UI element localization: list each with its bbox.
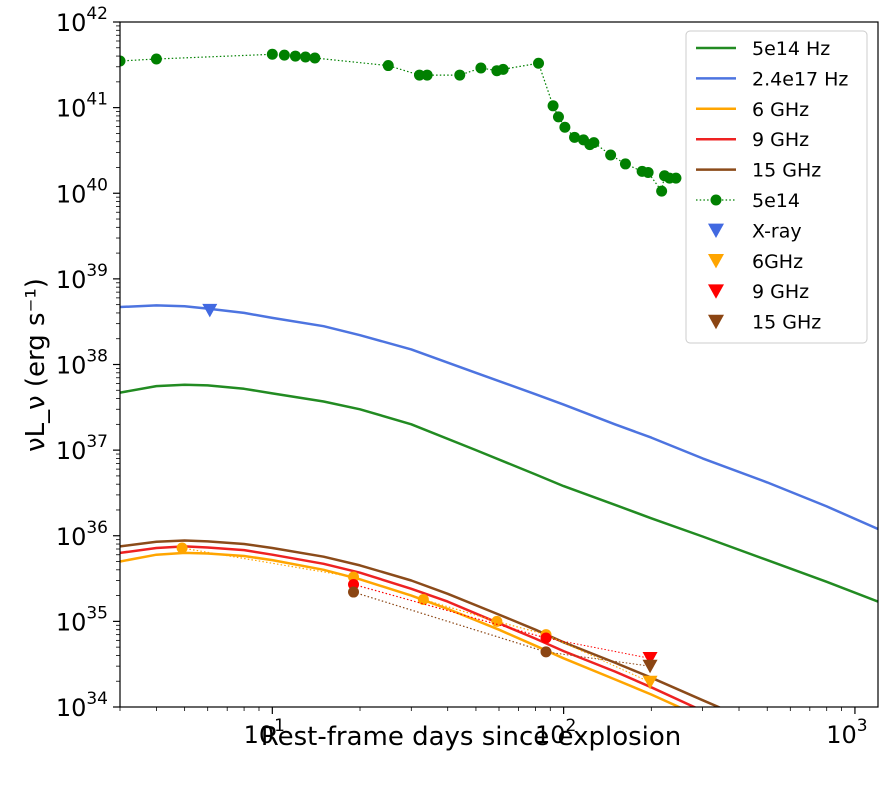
data-point-9ghz [348,578,360,590]
data-point-5e14 [559,121,571,133]
legend-label-5e14: 5e14 [752,190,800,212]
y-axis-label: νL_ν (erg s⁻¹) [21,278,51,452]
legend-label-x-ray: X-ray [752,220,802,242]
model-curve-5e14-hz [120,383,878,603]
upper-limit-x-ray [202,303,218,318]
data-point-5e14 [656,185,668,197]
data-point-6ghz [491,615,503,627]
legend-label-6-ghz: 6 GHz [752,99,809,121]
legend-swatch-marker-5e14 [710,194,722,206]
data-point-5e14 [475,62,487,74]
legend-swatch-15-ghz [708,314,724,330]
legend: 5e14 Hz 2.4e17 Hz 6 GHz 9 GHz 15 GHz 5e14 X-ra… [685,30,868,344]
legend-label-6ghz: 6GHz [752,251,803,273]
data-point-15ghz [348,586,360,598]
legend-label-9-ghz: 9 GHz [752,129,809,151]
y-tick-label: 1041 [56,90,108,123]
data-point-6ghz [176,542,188,554]
y-tick-label: 1039 [56,261,108,294]
data-point-5e14 [120,55,126,67]
data-point-5e14 [413,69,425,81]
legend-label-2-4e17-hz: 2.4e17 Hz [752,68,848,90]
legend-swatch-9-ghz [708,284,724,299]
observed-line-15ghz [353,591,547,653]
upper-limit-6ghz [642,675,658,690]
limit-link-0 [545,637,651,659]
legend-label-15-ghz: 15 GHz [752,312,821,334]
y-tick-label: 1042 [56,4,108,37]
model-curve-2-4e17-hz [120,304,878,531]
limit-link-1 [545,651,651,667]
legend-swatch-x-ray [708,223,724,238]
data-point-5e14 [670,172,682,184]
data-point-15ghz [540,646,552,658]
legend-label-15-ghz: 15 GHz [752,160,821,182]
data-point-5e14 [642,166,654,178]
data-point-6ghz [417,594,429,606]
data-point-5e14 [454,69,466,81]
limit-link-2 [545,634,651,683]
legend-label-5e14-hz: 5e14 Hz [752,38,830,60]
observed-line-6ghz [181,547,547,636]
data-point-5e14 [289,50,301,62]
data-point-5e14 [588,137,600,149]
data-point-5e14 [605,149,617,161]
data-point-5e14 [309,52,321,64]
data-point-5e14 [619,158,631,170]
data-point-5e14 [266,48,278,60]
data-point-5e14 [552,111,564,123]
data-point-5e14 [547,100,559,112]
y-tick-label: 1037 [56,432,108,465]
plot-area [120,48,878,707]
data-point-5e14 [497,63,509,75]
observed-line-5e14 [120,53,676,193]
legend-label-9-ghz: 9 GHz [752,281,809,303]
data-point-5e14 [533,57,545,69]
data-point-5e14 [278,49,290,61]
model-curve-15-ghz [120,539,722,707]
model-curve-9-ghz [120,545,698,707]
data-point-9ghz [540,632,552,644]
upper-limit-9-ghz [642,651,658,666]
x-axis-label: Rest-frame days since explosion [261,722,682,752]
y-tick-label: 1038 [56,347,108,380]
x-tick-label: 103 [826,716,867,749]
data-point-5e14 [382,60,394,72]
data-point-5e14 [421,69,433,81]
y-tick-label: 1040 [56,175,108,208]
y-tick-label: 1035 [56,603,108,636]
data-point-5e14 [150,53,162,65]
observed-line-9ghz [353,583,547,639]
y-tick-label: 1036 [56,518,108,551]
data-point-5e14 [300,51,312,63]
upper-limit-15-ghz [642,659,658,674]
legend-swatch-6ghz [708,254,724,269]
model-curve-6-ghz [120,551,682,707]
data-point-5e14 [569,131,581,143]
y-tick-label: 1034 [56,689,108,722]
